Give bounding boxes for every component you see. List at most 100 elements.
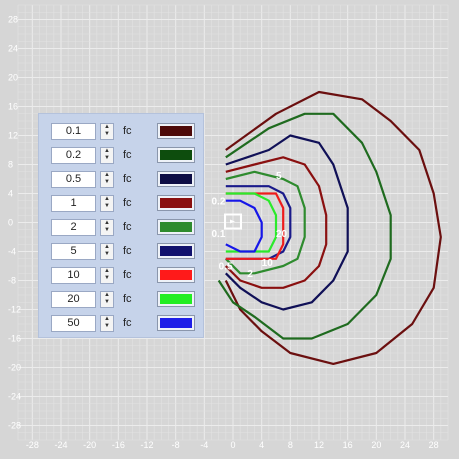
contour-line-0.1 [224,90,442,365]
y-tick-label: -24 [8,392,21,402]
spin-down-icon[interactable]: ▼ [104,251,110,257]
luminaire-arrow-icon [230,219,235,224]
spin-up-icon[interactable]: ▲ [104,196,110,202]
spin-up-icon[interactable]: ▲ [104,220,110,226]
color-swatch-button[interactable] [157,219,195,235]
x-tick-label: -20 [83,440,96,450]
x-tick-label: 4 [259,440,264,450]
unit-label: fc [123,125,132,137]
spin-down-icon[interactable]: ▼ [104,155,110,161]
level-spinner[interactable]: ▲ ▼ [100,267,114,284]
spin-down-icon[interactable]: ▼ [104,323,110,329]
color-swatch-button[interactable] [157,147,195,163]
spin-down-icon[interactable]: ▼ [104,203,110,209]
y-tick-label: -8 [8,276,16,286]
swatch-color [160,222,192,232]
spin-down-icon[interactable]: ▼ [104,299,110,305]
contour-line-2 [225,170,306,275]
contour-value-label: 0.5 [219,262,233,273]
y-tick-label: 0 [8,218,13,228]
contour-level-row: 10 ▲ ▼ fc [39,264,205,287]
unit-label: fc [123,269,132,281]
y-tick-label: -12 [8,305,21,315]
contour-level-row: 5 ▲ ▼ fc [39,240,205,263]
y-tick-label: -16 [8,334,21,344]
contour-level-row: 2 ▲ ▼ fc [39,216,205,239]
y-tick-label: 12 [8,131,18,141]
swatch-color [160,246,192,256]
level-spinner[interactable]: ▲ ▼ [100,171,114,188]
spin-down-icon[interactable]: ▼ [104,275,110,281]
color-swatch-button[interactable] [157,195,195,211]
level-value-input[interactable]: 2 [51,219,96,236]
level-spinner[interactable]: ▲ ▼ [100,243,114,260]
unit-label: fc [123,317,132,329]
spin-up-icon[interactable]: ▲ [104,124,110,130]
contour-line-1 [225,156,328,289]
level-value-input[interactable]: 20 [51,291,96,308]
spin-up-icon[interactable]: ▲ [104,292,110,298]
y-tick-label: 24 [8,44,18,54]
spin-down-icon[interactable]: ▼ [104,131,110,137]
contour-level-row: 0.1 ▲ ▼ fc [39,120,205,143]
level-spinner[interactable]: ▲ ▼ [100,195,114,212]
swatch-color [160,318,192,328]
luminaire-marker[interactable] [224,213,242,230]
level-value-input[interactable]: 10 [51,267,96,284]
level-value-input[interactable]: 0.5 [51,171,96,188]
unit-label: fc [123,197,132,209]
unit-label: fc [123,245,132,257]
y-tick-label: -20 [8,363,21,373]
color-swatch-button[interactable] [157,171,195,187]
y-tick-label: 16 [8,102,18,112]
spin-up-icon[interactable]: ▲ [104,148,110,154]
level-spinner[interactable]: ▲ ▼ [100,291,114,308]
spin-up-icon[interactable]: ▲ [104,268,110,274]
color-swatch-button[interactable] [157,123,195,139]
level-spinner[interactable]: ▲ ▼ [100,147,114,164]
contour-value-label: 0.2 [212,196,226,207]
spin-down-icon[interactable]: ▼ [104,179,110,185]
level-spinner[interactable]: ▲ ▼ [100,123,114,140]
contour-level-row: 0.5 ▲ ▼ fc [39,168,205,191]
swatch-color [160,126,192,136]
contour-line-50 [225,199,263,253]
contour-level-row: 20 ▲ ▼ fc [39,288,205,311]
unit-label: fc [123,173,132,185]
level-value-input[interactable]: 50 [51,315,96,332]
color-swatch-button[interactable] [157,291,195,307]
x-tick-label: -8 [172,440,180,450]
color-swatch-button[interactable] [157,267,195,283]
contour-value-label: 5 [276,171,282,182]
x-tick-label: 28 [429,440,439,450]
unit-label: fc [123,149,132,161]
spin-up-icon[interactable]: ▲ [104,172,110,178]
contour-line-20 [225,192,278,253]
contour-level-row: 50 ▲ ▼ fc [39,312,205,335]
level-spinner[interactable]: ▲ ▼ [100,315,114,332]
x-tick-label: 16 [343,440,353,450]
contour-level-panel: 0.1 ▲ ▼ fc 0.2 ▲ ▼ fc 0.5 ▲ ▼ fc 1 ▲ ▼ fc 2 ▲ ▼ fc 5 ▲ ▼ fc 10 ▲ ▼… [38,113,204,338]
x-tick-label: -24 [54,440,67,450]
x-tick-label: 0 [230,440,235,450]
level-value-input[interactable]: 1 [51,195,96,212]
color-swatch-button[interactable] [157,315,195,331]
spin-down-icon[interactable]: ▼ [104,227,110,233]
y-tick-label: 8 [8,160,13,170]
level-value-input[interactable]: 0.1 [51,123,96,140]
spin-up-icon[interactable]: ▲ [104,316,110,322]
level-spinner[interactable]: ▲ ▼ [100,219,114,236]
spin-up-icon[interactable]: ▲ [104,244,110,250]
swatch-color [160,150,192,160]
swatch-color [160,198,192,208]
level-value-input[interactable]: 5 [51,243,96,260]
color-swatch-button[interactable] [157,243,195,259]
unit-label: fc [123,293,132,305]
x-tick-label: 24 [400,440,410,450]
level-value-input[interactable]: 0.2 [51,147,96,164]
y-tick-label: -28 [8,421,21,431]
y-tick-label: 28 [8,15,18,25]
swatch-color [160,174,192,184]
